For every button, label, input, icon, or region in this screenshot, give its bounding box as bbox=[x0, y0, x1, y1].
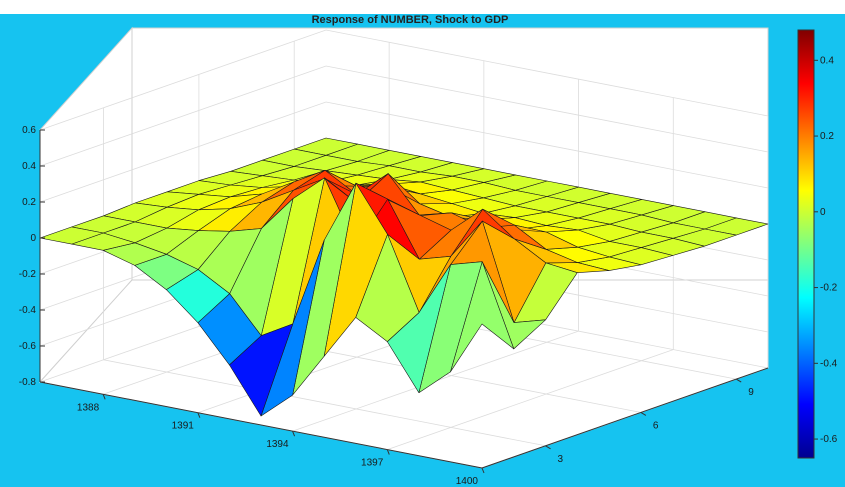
z-tick-label: 0.6 bbox=[22, 125, 36, 136]
colorbar-tick-label: -0.6 bbox=[820, 434, 838, 445]
colorbar-tick-label: -0.2 bbox=[820, 283, 838, 294]
x-tick-label: 1400 bbox=[456, 476, 479, 487]
grid-line-z bbox=[39, 101, 769, 203]
y-axis-line bbox=[481, 367, 769, 469]
grid-line-z bbox=[39, 29, 769, 131]
y-tick-mark bbox=[735, 378, 742, 383]
z-axis-ticks: 0.6 0.4 0.2 0 -0.2 -0.4 -0.6 -0.8 bbox=[19, 125, 45, 388]
surface-mesh bbox=[39, 137, 769, 417]
z-tick-label: -0.4 bbox=[19, 305, 37, 316]
z-tick-label: -0.6 bbox=[19, 341, 37, 352]
x-tick-mark bbox=[197, 412, 201, 418]
x-axis-ticks: 1400 1397 1394 1391 1388 bbox=[77, 394, 485, 487]
x-tick-label: 1394 bbox=[266, 439, 289, 450]
cropped-header-strip bbox=[0, 0, 845, 14]
x-axis-line bbox=[39, 381, 483, 469]
z-tick-label: 0.4 bbox=[22, 161, 36, 172]
x-tick-label: 1388 bbox=[77, 402, 100, 413]
z-tick-label: -0.2 bbox=[19, 269, 37, 280]
x-tick-mark bbox=[386, 449, 390, 455]
grid-line-x bbox=[292, 79, 579, 432]
axis-lines bbox=[39, 130, 769, 469]
y-axis-ticks: 3 6 9 bbox=[545, 378, 754, 465]
colorbar-tick-label: 0 bbox=[820, 207, 826, 218]
surface-patch bbox=[39, 226, 104, 245]
x-tick-mark bbox=[102, 394, 106, 400]
colorbar-ticks: 0.4 0.2 0 -0.2 -0.4 -0.6 bbox=[814, 55, 838, 445]
x-tick-label: 1391 bbox=[172, 421, 195, 432]
y-tick-label: 6 bbox=[653, 420, 659, 431]
grid-line-y bbox=[198, 74, 641, 413]
grid-line-y bbox=[103, 107, 546, 447]
x-tick-mark bbox=[481, 467, 485, 474]
y-tick-mark bbox=[640, 412, 647, 416]
grid-line-z bbox=[39, 65, 769, 167]
z-tick-label: -0.8 bbox=[19, 377, 37, 388]
x-tick-label: 1397 bbox=[361, 458, 384, 469]
y-tick-label: 9 bbox=[748, 387, 754, 398]
z-tick-label: 0.2 bbox=[22, 197, 36, 208]
colorbar bbox=[797, 29, 815, 459]
y-tick-mark bbox=[545, 445, 551, 450]
chart-title: Response of NUMBER, Shock to GDP bbox=[311, 14, 509, 26]
colorbar-tick-label: -0.4 bbox=[820, 358, 838, 369]
y-tick-label: 3 bbox=[558, 454, 564, 465]
x-tick-mark bbox=[292, 430, 296, 437]
colorbar-tick-label: 0.2 bbox=[820, 131, 834, 142]
colorbar-tick-label: 0.4 bbox=[820, 55, 834, 66]
z-tick-label: 0 bbox=[30, 233, 36, 244]
grid-line-x bbox=[387, 97, 674, 450]
